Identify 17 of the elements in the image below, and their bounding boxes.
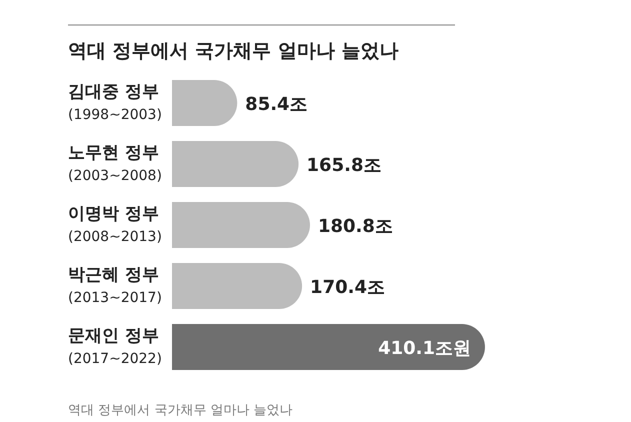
- category-label: (2003~2008): [68, 168, 162, 184]
- category-label: 김대중 정부: [68, 82, 159, 102]
- category-label: (2017~2022): [68, 351, 162, 367]
- value-label: 170.4조: [310, 277, 385, 298]
- value-label: 165.8조: [306, 155, 382, 176]
- category-label: 이명박 정부: [68, 204, 159, 224]
- category-label: (2013~2017): [68, 290, 162, 306]
- category-label: (2008~2013): [68, 229, 162, 245]
- category-label: 문재인 정부: [68, 326, 159, 346]
- category-label: (1998~2003): [68, 107, 162, 123]
- title: 역대 정부에서 국가채무 얼마나 늘었나: [68, 40, 398, 62]
- value-label: 410.1조원: [378, 338, 471, 359]
- category-label: 박근혜 정부: [68, 265, 159, 285]
- category-label: 노무현 정부: [68, 143, 159, 163]
- value-label: 180.8조: [318, 216, 393, 237]
- annotation: 역대 정부에서 국가채무 얼마나 늘었나: [68, 403, 293, 418]
- value-label: 85.4조: [245, 94, 308, 115]
